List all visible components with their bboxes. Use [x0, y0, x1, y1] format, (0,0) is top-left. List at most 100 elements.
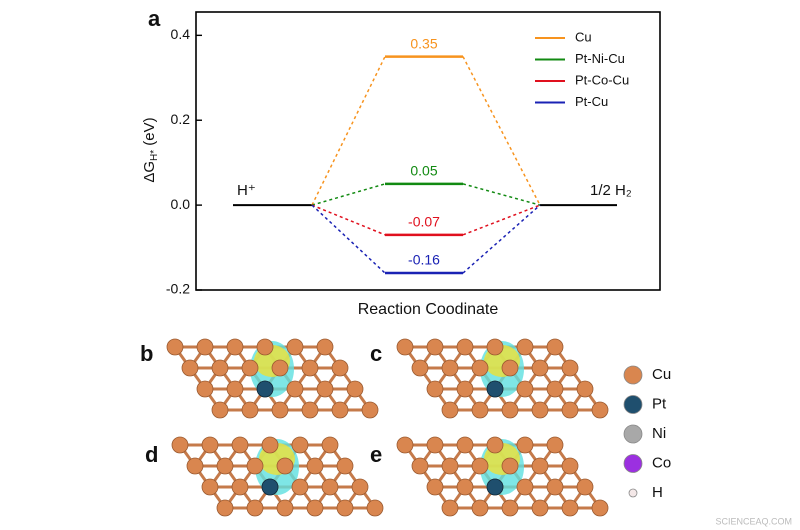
atom	[561, 499, 579, 517]
atom	[531, 359, 549, 377]
atom	[261, 478, 279, 496]
atom	[306, 499, 324, 517]
atom	[546, 380, 564, 398]
atom	[276, 499, 294, 517]
atom	[226, 380, 244, 398]
atom-legend-label: Ni	[652, 425, 666, 442]
atom	[301, 359, 319, 377]
atom	[546, 478, 564, 496]
legend-label: Pt-Cu	[575, 94, 608, 109]
atom	[211, 401, 229, 419]
atom-legend-label: H	[652, 484, 663, 501]
atom	[516, 478, 534, 496]
atom	[201, 436, 219, 454]
atom	[291, 478, 309, 496]
atom-legend-label: Co	[652, 454, 671, 471]
atom	[331, 401, 349, 419]
atom-legend-swatch	[623, 365, 643, 385]
atom	[546, 436, 564, 454]
atom	[531, 499, 549, 517]
atom	[426, 478, 444, 496]
watermark: SCIENCEAQ.COM	[715, 516, 792, 526]
y-label-main: ΔG	[141, 161, 158, 183]
y-tick-label: -0.2	[166, 281, 190, 297]
atom	[561, 359, 579, 377]
atom	[456, 436, 474, 454]
atom	[396, 436, 414, 454]
panel-label: a	[148, 6, 161, 31]
atom	[471, 499, 489, 517]
atom	[591, 499, 609, 517]
value-label: 0.05	[410, 163, 437, 179]
panel-label: c	[370, 341, 382, 366]
atom	[471, 401, 489, 419]
y-tick-label: 0.2	[171, 111, 191, 127]
x-axis-label: Reaction Coodinate	[358, 301, 499, 318]
atom	[211, 359, 229, 377]
atom	[306, 457, 324, 475]
atom	[316, 380, 334, 398]
atom	[501, 359, 519, 377]
connector	[462, 56, 541, 206]
atom	[516, 380, 534, 398]
atom	[456, 338, 474, 356]
atom	[396, 338, 414, 356]
atom	[201, 478, 219, 496]
atom	[426, 338, 444, 356]
atom	[316, 338, 334, 356]
atom	[531, 457, 549, 475]
atom	[321, 478, 339, 496]
plot-frame	[195, 11, 661, 291]
atom	[411, 359, 429, 377]
atom-legend-label: Pt	[652, 395, 667, 412]
y-tick-label: 0.4	[171, 26, 191, 42]
atom	[276, 457, 294, 475]
atom	[226, 338, 244, 356]
atom	[441, 401, 459, 419]
atom	[456, 478, 474, 496]
legend-label: Pt-Co-Cu	[575, 72, 629, 87]
atom	[331, 359, 349, 377]
atom	[486, 478, 504, 496]
y-axis-label: ΔGH* (eV)	[141, 117, 160, 182]
atom	[486, 436, 504, 454]
atom-legend-swatch	[623, 454, 643, 473]
atom	[441, 457, 459, 475]
y-label-unit: (eV)	[141, 117, 158, 150]
atom	[196, 380, 214, 398]
atom	[576, 380, 594, 398]
atom	[286, 338, 304, 356]
atom	[346, 380, 364, 398]
atom	[256, 380, 274, 398]
value-label: -0.16	[408, 252, 440, 268]
atom	[301, 401, 319, 419]
atom	[561, 457, 579, 475]
connector	[462, 204, 541, 274]
atom	[441, 359, 459, 377]
atom	[246, 457, 264, 475]
atom	[166, 338, 184, 356]
connector	[311, 183, 386, 206]
atom	[411, 457, 429, 475]
atom	[501, 499, 519, 517]
atom	[241, 401, 259, 419]
connector	[462, 183, 541, 206]
panel-label: b	[140, 341, 153, 366]
atom	[186, 457, 204, 475]
atom	[561, 401, 579, 419]
atom	[256, 338, 274, 356]
atom	[321, 436, 339, 454]
atom	[471, 359, 489, 377]
atom	[366, 499, 384, 517]
atom	[361, 401, 379, 419]
atom	[501, 457, 519, 475]
value-label: 0.35	[410, 35, 437, 51]
legend-label: Cu	[575, 29, 592, 44]
atom-legend-swatch	[628, 488, 638, 498]
panel-label: e	[370, 442, 382, 467]
atom	[271, 359, 289, 377]
connector	[311, 204, 386, 274]
legend-label: Pt-Ni-Cu	[575, 51, 625, 66]
atom	[246, 499, 264, 517]
